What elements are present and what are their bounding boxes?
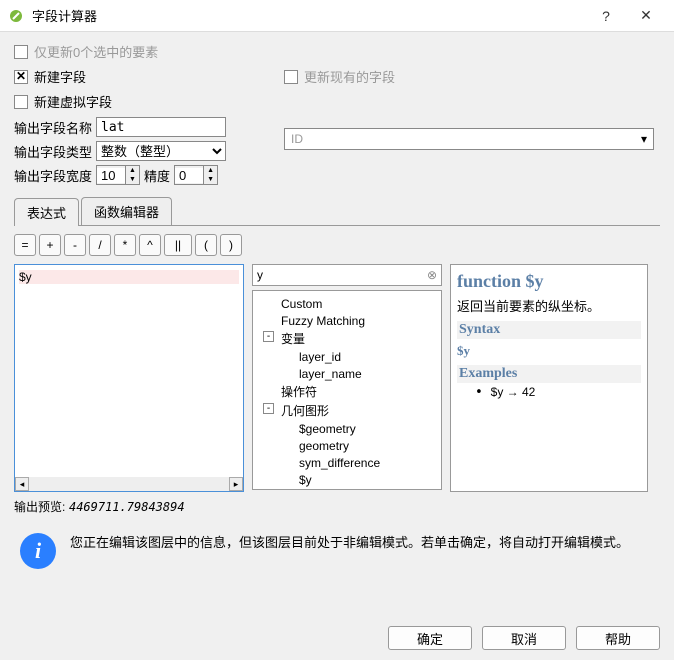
update-existing-label: 更新现有的字段	[304, 67, 395, 86]
new-field-checkbox[interactable]	[14, 70, 28, 84]
collapse-icon[interactable]: -	[263, 331, 274, 342]
function-tree[interactable]: CustomFuzzy Matching-变量layer_idlayer_nam…	[252, 290, 442, 490]
tree-item[interactable]: layer_name	[253, 365, 441, 382]
operator-toolbar: =+-/*^||()	[14, 234, 660, 256]
chevron-down-icon: ▾	[641, 132, 647, 146]
help-examples-heading: Examples	[457, 365, 641, 383]
tree-item[interactable]: $y	[253, 471, 441, 488]
update-existing-checkbox[interactable]	[284, 70, 298, 84]
help-panel: function $y 返回当前要素的纵坐标。 Syntax $y Exampl…	[450, 264, 648, 492]
help-syntax: $y	[457, 343, 641, 359]
help-syntax-heading: Syntax	[457, 321, 641, 339]
existing-field-select[interactable]: ID ▾	[284, 128, 654, 150]
help-desc: 返回当前要素的纵坐标。	[457, 296, 641, 315]
precision-spinner[interactable]: ▲▼	[174, 165, 218, 185]
clear-icon[interactable]: ⊗	[427, 268, 437, 282]
close-icon[interactable]: ✕	[626, 7, 666, 24]
op-button[interactable]: ||	[164, 234, 192, 256]
tree-item[interactable]: -变量	[253, 329, 441, 348]
function-search[interactable]: y ⊗	[252, 264, 442, 286]
field-type-label: 输出字段类型	[14, 142, 92, 161]
help-title: function $y	[457, 271, 641, 292]
field-type-select[interactable]: 整数（整型）	[96, 141, 226, 161]
output-preview: 输出预览: 4469711.79843894	[14, 498, 660, 515]
help-icon[interactable]: ?	[586, 8, 626, 24]
op-button[interactable]: *	[114, 234, 136, 256]
field-width-spinner[interactable]: ▲▼	[96, 165, 140, 185]
only-selected-checkbox[interactable]	[14, 45, 28, 59]
titlebar: 字段计算器 ? ✕	[0, 0, 674, 32]
op-button[interactable]: ^	[139, 234, 161, 256]
tree-item[interactable]: -几何图形	[253, 401, 441, 420]
tabs: 表达式 函数编辑器	[14, 197, 660, 226]
op-button[interactable]: (	[195, 234, 217, 256]
tree-item[interactable]: geometry	[253, 437, 441, 454]
precision-label: 精度	[144, 166, 170, 185]
op-button[interactable]: )	[220, 234, 242, 256]
info-text: 您正在编辑该图层中的信息，但该图层目前处于非编辑模式。若单击确定，将自动打开编辑…	[70, 533, 629, 553]
app-logo-icon	[8, 8, 24, 24]
chevron-down-icon[interactable]: ▼	[125, 175, 139, 184]
info-icon: i	[20, 533, 56, 569]
tree-item[interactable]: Fuzzy Matching	[253, 312, 441, 329]
tab-expression[interactable]: 表达式	[14, 198, 79, 226]
op-button[interactable]: =	[14, 234, 36, 256]
chevron-down-icon[interactable]: ▼	[203, 175, 217, 184]
new-virtual-checkbox[interactable]	[14, 95, 28, 109]
op-button[interactable]: +	[39, 234, 61, 256]
op-button[interactable]: -	[64, 234, 86, 256]
tree-item[interactable]: 操作符	[253, 382, 441, 401]
field-name-input[interactable]	[96, 117, 226, 137]
field-name-label: 输出字段名称	[14, 118, 92, 137]
new-virtual-label: 新建虚拟字段	[34, 92, 112, 111]
window-title: 字段计算器	[32, 6, 586, 25]
tree-item[interactable]: $geometry	[253, 420, 441, 437]
chevron-up-icon[interactable]: ▲	[203, 166, 217, 175]
expression-editor[interactable]: $y ◂▸	[14, 264, 244, 492]
scroll-left-icon[interactable]: ◂	[15, 477, 29, 491]
only-selected-label: 仅更新0个选中的要素	[34, 42, 158, 61]
tree-item[interactable]: layer_id	[253, 348, 441, 365]
scroll-right-icon[interactable]: ▸	[229, 477, 243, 491]
op-button[interactable]: /	[89, 234, 111, 256]
help-button[interactable]: 帮助	[576, 626, 660, 650]
field-width-label: 输出字段宽度	[14, 166, 92, 185]
tab-func-editor[interactable]: 函数编辑器	[81, 197, 172, 225]
tree-item[interactable]: Custom	[253, 295, 441, 312]
chevron-up-icon[interactable]: ▲	[125, 166, 139, 175]
help-example: • $y → 42	[457, 385, 641, 400]
tree-item[interactable]: y	[253, 488, 441, 490]
new-field-label: 新建字段	[34, 67, 86, 86]
cancel-button[interactable]: 取消	[482, 626, 566, 650]
tree-item[interactable]: sym_difference	[253, 454, 441, 471]
ok-button[interactable]: 确定	[388, 626, 472, 650]
collapse-icon[interactable]: -	[263, 403, 274, 414]
